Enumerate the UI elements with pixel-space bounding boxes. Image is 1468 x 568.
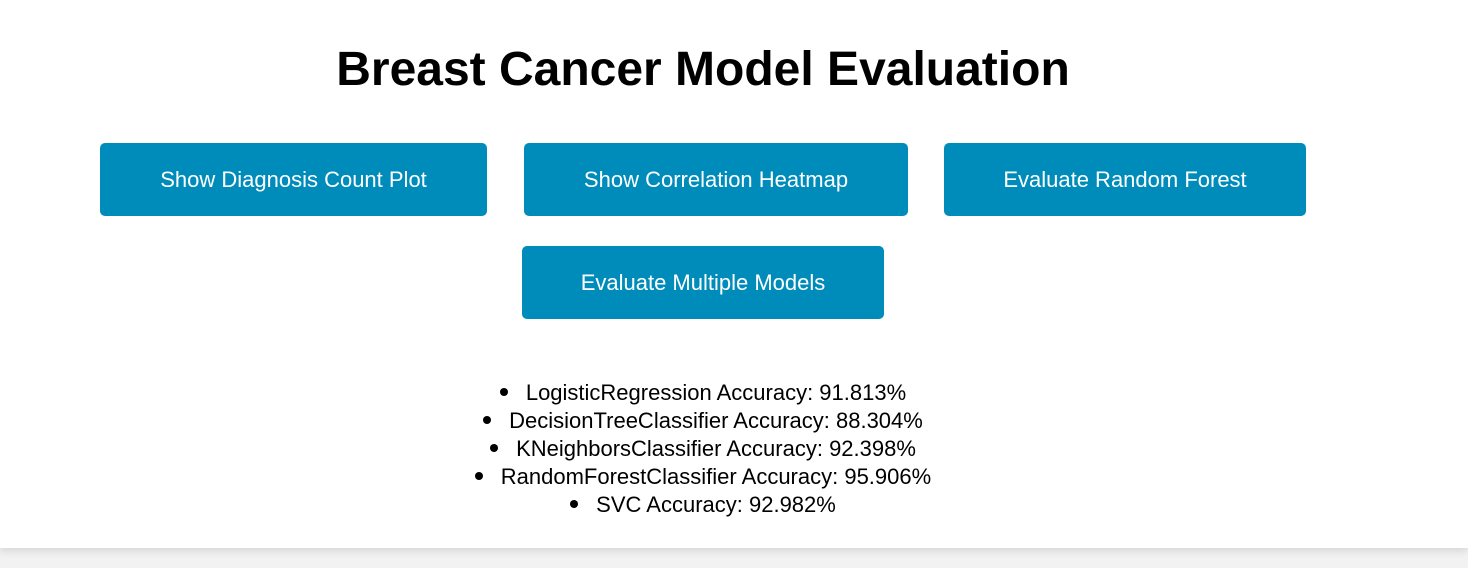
- show-diagnosis-count-plot-button[interactable]: Show Diagnosis Count Plot: [100, 143, 487, 216]
- show-correlation-heatmap-button[interactable]: Show Correlation Heatmap: [524, 143, 908, 216]
- bullet-icon: [490, 444, 499, 453]
- evaluate-random-forest-button[interactable]: Evaluate Random Forest: [944, 143, 1306, 216]
- bullet-icon: [474, 472, 483, 481]
- results-list: LogisticRegression Accuracy: 91.813% Dec…: [0, 379, 1406, 519]
- bullet-icon: [570, 500, 579, 509]
- result-text: DecisionTreeClassifier Accuracy: 88.304%: [509, 408, 923, 433]
- evaluate-multiple-models-button[interactable]: Evaluate Multiple Models: [522, 246, 884, 319]
- result-text: KNeighborsClassifier Accuracy: 92.398%: [516, 436, 916, 461]
- list-item: SVC Accuracy: 92.982%: [0, 491, 1406, 519]
- list-item: DecisionTreeClassifier Accuracy: 88.304%: [0, 407, 1406, 435]
- list-item: LogisticRegression Accuracy: 91.813%: [0, 379, 1406, 407]
- page-title: Breast Cancer Model Evaluation: [336, 43, 1070, 96]
- result-text: SVC Accuracy: 92.982%: [596, 492, 836, 517]
- list-item: KNeighborsClassifier Accuracy: 92.398%: [0, 435, 1406, 463]
- main-card: Breast Cancer Model Evaluation Show Diag…: [0, 0, 1468, 548]
- result-text: RandomForestClassifier Accuracy: 95.906%: [500, 464, 932, 489]
- bullet-icon: [483, 416, 492, 425]
- list-item: RandomForestClassifier Accuracy: 95.906%: [0, 463, 1406, 491]
- bullet-icon: [499, 388, 508, 397]
- result-text: LogisticRegression Accuracy: 91.813%: [525, 380, 907, 405]
